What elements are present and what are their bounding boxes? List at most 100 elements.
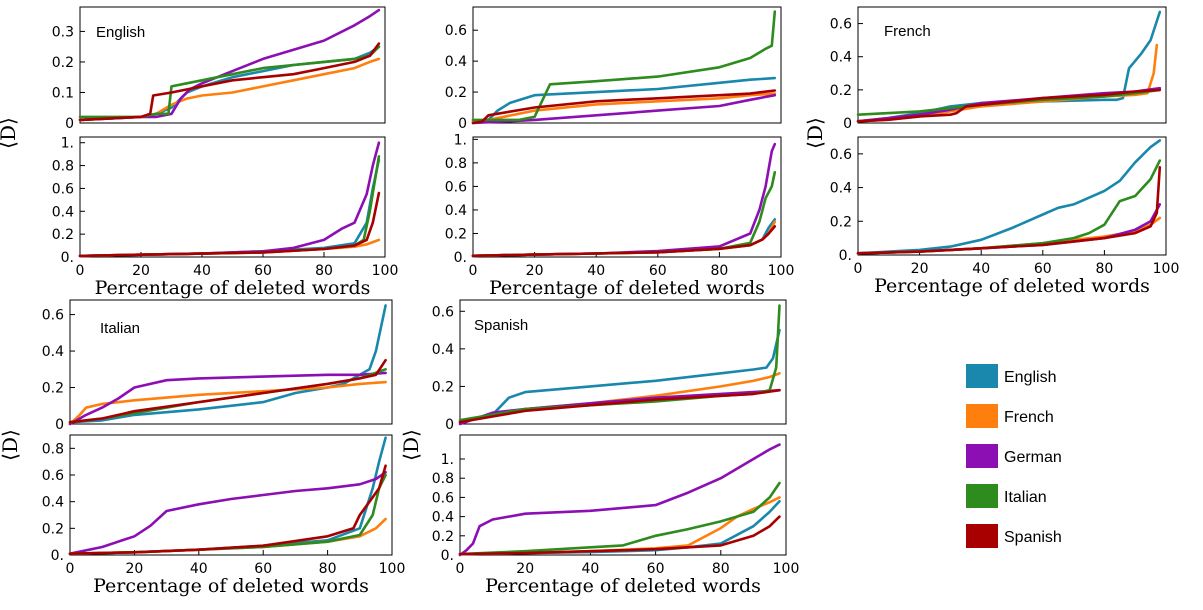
x-tick-label: 0: [66, 561, 75, 577]
y-tick-label: 0: [55, 417, 64, 433]
y-tick-label: 0.3: [52, 24, 74, 40]
y-tick-label: 0.6: [830, 17, 852, 33]
plot-frame: [79, 6, 386, 124]
y-tick-label: 0.2: [42, 381, 64, 397]
series-line-english: [78, 158, 381, 258]
series-line-german: [78, 141, 381, 258]
y-tick-label: 0.4: [432, 510, 454, 526]
y-tick-label: 0.4: [445, 54, 467, 70]
y-tick-label: 0.4: [42, 495, 64, 511]
y-tick-label: 0.6: [445, 23, 467, 39]
series-line-french: [78, 57, 381, 122]
plot-frame: [459, 299, 787, 425]
y-tick-label: 0.4: [432, 342, 454, 358]
series-line-french: [471, 220, 777, 258]
series-line-english: [68, 436, 387, 556]
series-line-english: [856, 139, 1162, 255]
panel-title: English: [96, 24, 145, 41]
legend-label: French: [1004, 409, 1054, 426]
y-axis-label: ⟨D⟩: [0, 429, 22, 461]
plot-frame: [459, 434, 787, 556]
series-line-spanish: [68, 358, 387, 424]
x-tick-label: 60: [1034, 261, 1052, 277]
y-tick-label: 0.2: [445, 226, 467, 242]
legend-label: Italian: [1004, 489, 1047, 506]
x-axis-label: Percentage of deleted words: [93, 575, 369, 597]
y-tick-label: 0.: [441, 548, 454, 564]
series-line-spanish: [471, 225, 777, 258]
panel-8: 0 0.2 0.4 0.6 Spanish ⟨D⟩: [399, 299, 787, 461]
x-tick-label: 0: [456, 561, 465, 577]
series-line-spanish: [68, 464, 387, 556]
series-line-french: [471, 92, 777, 123]
legend-swatch-french: [966, 404, 998, 428]
series-line-french: [68, 380, 387, 426]
x-tick-label: 20: [132, 263, 150, 279]
panel-title: Italian: [100, 320, 140, 337]
series-line-italian: [458, 481, 781, 556]
y-tick-label: 0.6: [42, 468, 64, 484]
y-tick-label: 0.2: [432, 379, 454, 395]
plot-frame: [69, 434, 393, 556]
x-tick-label: 40: [190, 561, 208, 577]
y-tick-label: 0.: [61, 250, 74, 266]
x-tick-label: 40: [193, 263, 211, 279]
panel-2: 0 0.2 0.4 0.6 French ⟨D⟩: [445, 6, 931, 149]
y-tick-label: 0.6: [445, 179, 467, 195]
series-line-german: [471, 93, 777, 125]
y-tick-label: 0: [458, 116, 467, 132]
x-tick-label: 100: [768, 263, 795, 279]
panel-0: 0 0.1 0.2 0.3 English ⟨D⟩: [0, 6, 386, 149]
panel-6: 0 0.2 0.4 0.6 Italian ⟨D⟩: [0, 299, 393, 461]
panel-7: 0. 0.2 0.4 0.6 0.8 0 20 40 60 80 100 Percentage of …: [42, 434, 406, 597]
plot-frame: [79, 136, 386, 258]
series-line-english: [68, 304, 387, 424]
x-tick-label: 100: [379, 561, 406, 577]
series-line-spanish: [856, 88, 1162, 123]
series-line-english: [458, 328, 781, 424]
series-line-french: [856, 43, 1159, 123]
series-line-german: [458, 443, 781, 557]
y-axis-label: ⟨D⟩: [0, 117, 20, 149]
x-tick-label: 20: [125, 561, 143, 577]
legend-swatch-italian: [966, 484, 998, 508]
x-tick-label: 20: [911, 261, 929, 277]
y-tick-label: 0.2: [445, 85, 467, 101]
y-tick-label: 0.2: [830, 214, 852, 230]
y-axis-label: ⟨D⟩: [803, 117, 827, 149]
series-line-italian: [78, 45, 381, 119]
x-tick-label: 0: [854, 261, 863, 277]
x-axis-label: Percentage of deleted words: [489, 277, 765, 299]
series-line-english: [471, 218, 777, 258]
x-tick-label: 100: [1153, 261, 1180, 277]
y-tick-label: 0.6: [830, 147, 852, 163]
y-tick-label: 0.8: [445, 156, 467, 172]
panel-title: Spanish: [474, 317, 528, 334]
legend-label: English: [1004, 369, 1056, 386]
panel-title: French: [884, 23, 931, 40]
y-tick-label: 0.6: [52, 181, 74, 197]
series-line-german: [68, 470, 387, 556]
y-tick-label: 0: [843, 116, 852, 132]
y-tick-label: 0.2: [52, 55, 74, 71]
y-tick-label: 0.2: [830, 83, 852, 99]
x-tick-label: 40: [587, 263, 605, 279]
panel-9: 0. 0.2 0.4 0.6 0.8 1. 0 20 40 60 80 100 Percentage o…: [432, 434, 799, 597]
y-tick-label: 0: [445, 417, 454, 433]
series-line-english: [856, 10, 1162, 123]
series-line-spanish: [78, 42, 381, 122]
x-tick-label: 20: [526, 263, 544, 279]
y-tick-label: 0.: [454, 250, 467, 266]
y-tick-label: 0.6: [42, 308, 64, 324]
series-line-german: [68, 371, 387, 426]
series-line-spanish: [78, 191, 381, 258]
y-tick-label: 0.8: [432, 471, 454, 487]
x-tick-label: 80: [710, 263, 728, 279]
y-tick-label: 0.4: [445, 203, 467, 219]
plot-frame: [857, 6, 1167, 124]
y-tick-label: 1.: [454, 132, 467, 148]
series-line-italian: [78, 155, 381, 258]
